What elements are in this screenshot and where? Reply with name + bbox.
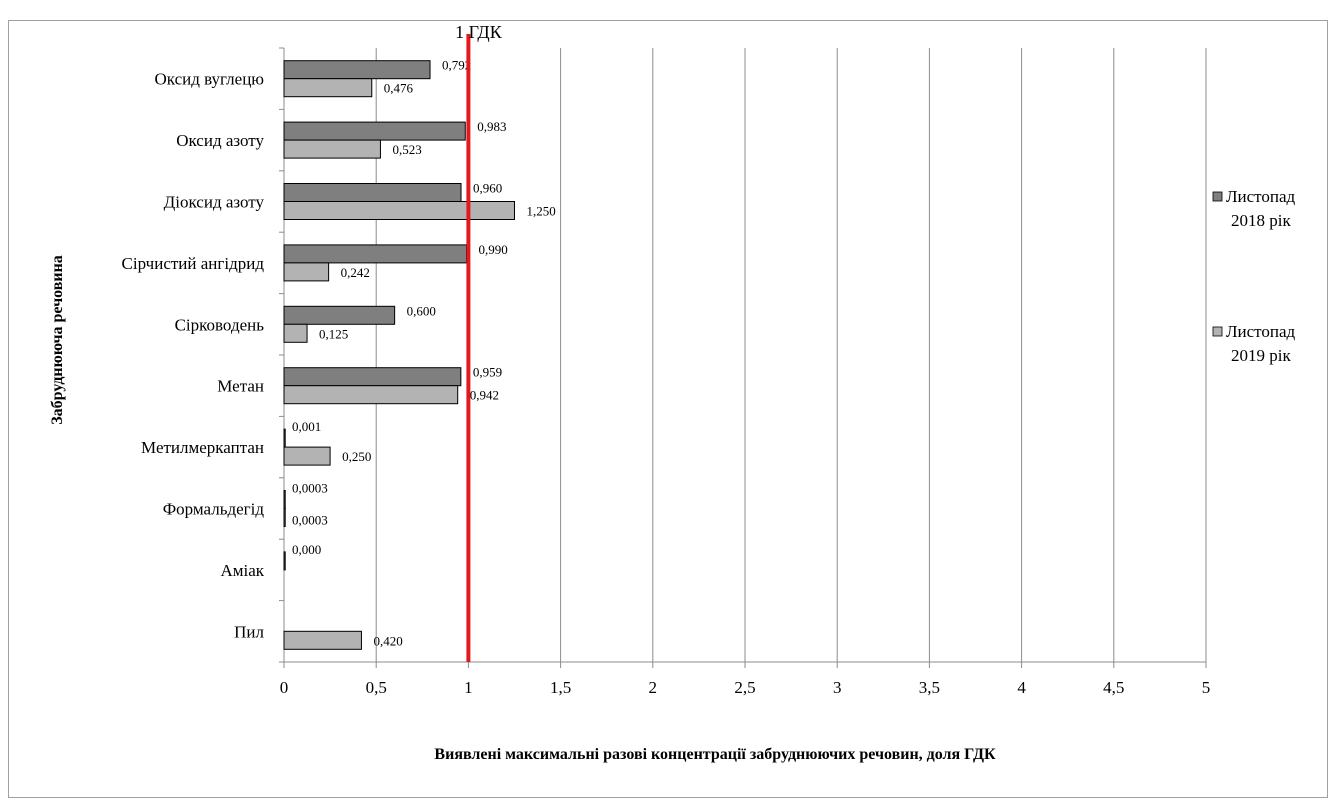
x-tick-label: 1,5 [550,678,571,697]
data-label: 0,942 [470,388,499,403]
bar-2019 [283,446,331,466]
x-axis-title: Виявлені максимальні разові концентрації… [434,746,996,763]
bar-2018 [283,428,286,448]
category-label: Аміак [220,561,264,580]
category-label: Формальдегід [163,500,265,519]
data-label: 0,983 [477,119,506,134]
legend-label: 2019 рік [1231,346,1291,365]
data-label: 0,0003 [292,513,328,528]
bar-2018 [283,367,462,387]
category-label: Оксид азоту [176,131,264,150]
legend-label: Листопад [1226,322,1296,341]
bar-2019 [283,139,381,159]
category-label: Оксид вуглецю [154,70,264,89]
data-label: 0,125 [319,326,348,341]
bar-2019 [283,201,515,220]
data-label: 0,600 [407,303,436,318]
category-label: Пил [234,622,264,641]
legend-swatch [1212,326,1223,337]
x-tick-label: 3 [833,678,842,697]
x-tick-label: 4 [1017,678,1026,697]
legend-label: Листопад [1226,187,1296,206]
category-label: Сірчистий ангідрид [122,254,265,273]
data-label: 0,523 [392,142,421,157]
bar-2018 [283,305,396,325]
x-tick-label: 2 [649,678,658,697]
bar-2019 [283,385,459,405]
x-tick-label: 3,5 [919,678,940,697]
x-tick-label: 0,5 [366,678,387,697]
category-label: Діоксид азоту [164,193,265,212]
x-tick-label: 0 [280,678,289,697]
data-label: 1,250 [527,204,556,219]
y-axis-title: Забруднююча речовина [49,255,66,425]
data-label: 0,250 [342,449,371,464]
bar-2018 [283,60,431,80]
bar-2019 [283,508,286,527]
x-tick-label: 2,5 [734,678,755,697]
data-label: 0,242 [341,265,370,280]
data-label: 0,0003 [292,481,328,496]
data-label: 0,476 [384,81,414,96]
category-label: Сірководень [175,315,265,334]
bar-2019 [283,323,308,343]
data-label: 0,960 [473,181,502,196]
bar-2019 [283,262,330,282]
data-label: 0,001 [292,419,321,434]
x-tick-label: 5 [1202,678,1211,697]
bar-2018 [283,490,286,509]
bar-2018 [283,183,462,202]
category-label: Метилмеркаптан [141,438,264,457]
data-label: 0,990 [479,242,508,257]
legend-label: 2018 рік [1231,211,1291,230]
bar-2019 [283,630,362,650]
bar-2018 [283,121,466,141]
category-label: Метан [217,377,264,396]
data-label: 0,420 [373,633,402,648]
bar-2018 [283,244,468,264]
data-label: 0,000 [292,542,321,557]
x-tick-label: 1 [464,678,473,697]
bar-2019 [283,78,373,98]
data-label: 0,959 [473,365,502,380]
chart-frame [8,20,1328,798]
reference-line-label: 1 ГДК [455,22,503,42]
x-tick-label: 4,5 [1103,678,1124,697]
legend-swatch [1212,191,1223,202]
data-label: 0,792 [442,58,471,73]
bar-2018 [283,551,286,571]
